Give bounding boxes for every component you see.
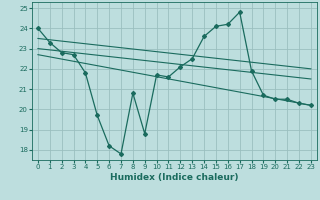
X-axis label: Humidex (Indice chaleur): Humidex (Indice chaleur) <box>110 173 239 182</box>
